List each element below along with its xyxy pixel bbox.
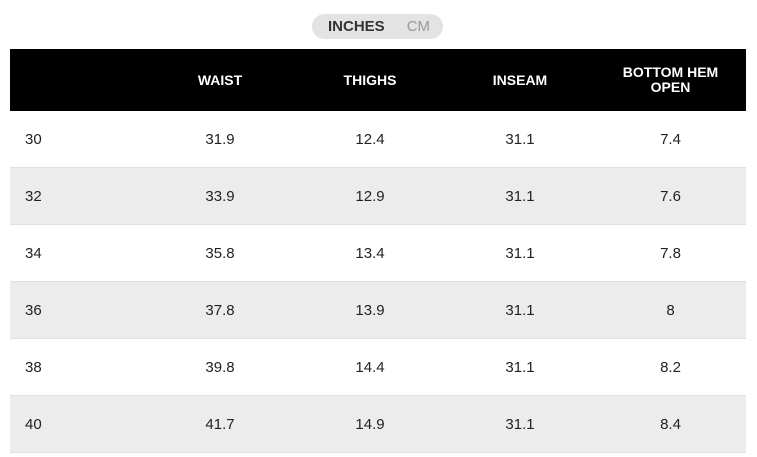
header-cell: INSEAM <box>445 49 595 111</box>
measure-cell: 31.1 <box>445 224 595 282</box>
measure-cell: 35.8 <box>145 224 295 282</box>
measure-cell: 31.1 <box>445 111 595 168</box>
table-row: 36 37.8 13.9 31.1 8 <box>10 281 746 339</box>
measure-cell: 31.1 <box>445 395 595 453</box>
header-cell: WAIST <box>145 49 295 111</box>
measure-cell: 7.4 <box>595 111 746 168</box>
unit-option[interactable]: INCHES <box>328 18 385 35</box>
table-body: 30 31.9 12.4 31.1 7.4 32 33.9 12.9 31.1 7.6 34 35.8… <box>10 111 746 453</box>
size-cell: 40 <box>10 395 145 453</box>
size-cell: 34 <box>10 224 145 282</box>
table-row: 30 31.9 12.4 31.1 7.4 <box>10 111 746 168</box>
measure-cell: 13.9 <box>295 281 445 339</box>
size-table: WAIST THIGHS INSEAM BOTTOM HEM OPEN 30 31.9 1… <box>10 49 746 453</box>
table-row: 34 35.8 13.4 31.1 7.8 <box>10 224 746 282</box>
measure-cell: 37.8 <box>145 281 295 339</box>
header-row: WAIST THIGHS INSEAM BOTTOM HEM OPEN <box>10 49 746 111</box>
measure-cell: 12.9 <box>295 167 445 225</box>
measure-cell: 41.7 <box>145 395 295 453</box>
measure-cell: 31.1 <box>445 338 595 396</box>
measure-cell: 7.8 <box>595 224 746 282</box>
measure-cell: 8.4 <box>595 395 746 453</box>
measure-cell: 8 <box>595 281 746 339</box>
measure-cell: 39.8 <box>145 338 295 396</box>
table-row: 38 39.8 14.4 31.1 8.2 <box>10 338 746 396</box>
measure-cell: 31.1 <box>445 167 595 225</box>
unit-toggle: INCHES CM <box>312 14 443 39</box>
table-row: 32 33.9 12.9 31.1 7.6 <box>10 167 746 225</box>
header-cell <box>10 49 145 111</box>
size-cell: 32 <box>10 167 145 225</box>
header-cell: BOTTOM HEM OPEN <box>595 49 746 111</box>
table-row: 40 41.7 14.9 31.1 8.4 <box>10 395 746 453</box>
size-cell: 38 <box>10 338 145 396</box>
size-cell: 30 <box>10 111 145 168</box>
size-cell: 36 <box>10 281 145 339</box>
measure-cell: 7.6 <box>595 167 746 225</box>
unit-option[interactable]: CM <box>406 18 431 35</box>
measure-cell: 31.1 <box>445 281 595 339</box>
measure-cell: 8.2 <box>595 338 746 396</box>
measure-cell: 13.4 <box>295 224 445 282</box>
measure-cell: 14.4 <box>295 338 445 396</box>
measure-cell: 14.9 <box>295 395 445 453</box>
measure-cell: 12.4 <box>295 111 445 168</box>
measure-cell: 33.9 <box>145 167 295 225</box>
measure-cell: 31.9 <box>145 111 295 168</box>
header-cell: THIGHS <box>295 49 445 111</box>
